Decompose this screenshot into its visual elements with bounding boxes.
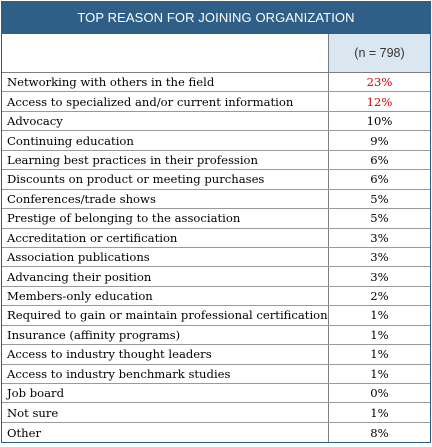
table-row: Access to specialized and/or current inf… <box>2 92 430 112</box>
table-row: Job board 0% <box>2 384 430 404</box>
row-value: 6% <box>370 172 389 187</box>
row-value: 1% <box>370 405 389 420</box>
row-value: 3% <box>370 230 389 245</box>
row-value: 23% <box>366 75 393 90</box>
row-value: 12% <box>366 94 393 109</box>
row-value: 5% <box>370 211 389 226</box>
row-value: 9% <box>370 133 389 148</box>
row-label: Advocacy <box>2 111 329 131</box>
row-label: Required to gain or maintain professiona… <box>2 306 329 325</box>
table-row: Advancing their position 3% <box>2 267 430 287</box>
row-value: 3% <box>370 269 389 284</box>
row-label: Networking with others in the field <box>2 73 329 92</box>
row-label: Other <box>2 422 329 443</box>
table-row: Access to industry benchmark studies 1% <box>2 364 430 384</box>
row-label: Conferences/trade shows <box>2 189 329 209</box>
row-label: Job board <box>2 384 329 403</box>
table-row: Insurance (affinity programs) 1% <box>2 325 430 346</box>
row-value: 1% <box>370 366 389 381</box>
row-value: 5% <box>370 191 389 206</box>
row-value: 10% <box>366 114 393 129</box>
table-row: Continuing education 9% <box>2 131 430 151</box>
row-label: Continuing education <box>2 131 329 150</box>
row-label: Members-only education <box>2 286 329 306</box>
row-value: 2% <box>370 289 389 304</box>
table-title: TOP REASON FOR JOINING ORGANIZATION <box>2 2 430 34</box>
row-label: Discounts on product or meeting purchase… <box>2 170 329 189</box>
row-value: 1% <box>370 347 389 362</box>
table-row: Prestige of belonging to the association… <box>2 209 430 229</box>
row-value: 3% <box>370 250 389 265</box>
table-row: Discounts on product or meeting purchase… <box>2 170 430 190</box>
row-label: Access to industry benchmark studies <box>2 364 329 383</box>
table-row: Other 8% <box>2 422 430 443</box>
sample-size-header: (n = 798) <box>329 34 430 72</box>
row-label: Not sure <box>2 403 329 422</box>
row-label: Association publications <box>2 247 329 267</box>
table-row: Conferences/trade shows 5% <box>2 189 430 210</box>
row-label: Access to specialized and/or current inf… <box>2 92 329 111</box>
table-row: Access to industry thought leaders 1% <box>2 345 430 365</box>
table-row: Networking with others in the field 23% <box>2 73 430 93</box>
row-value: 6% <box>370 152 389 167</box>
table-row: Association publications 3% <box>2 247 430 268</box>
table-row: Required to gain or maintain professiona… <box>2 306 430 326</box>
header-label-cell <box>2 34 329 72</box>
row-label: Access to industry thought leaders <box>2 345 329 364</box>
row-label: Advancing their position <box>2 267 329 286</box>
row-value: 0% <box>370 386 389 401</box>
row-label: Prestige of belonging to the association <box>2 209 329 228</box>
table-header: (n = 798) <box>2 34 430 73</box>
table-row: Not sure 1% <box>2 403 430 423</box>
row-value: 1% <box>370 308 389 323</box>
row-label: Accreditation or certification <box>2 228 329 247</box>
table-body: Networking with others in the field 23% Ac… <box>2 73 430 443</box>
row-label: Learning best practices in their profess… <box>2 150 329 170</box>
table-row: Members-only education 2% <box>2 286 430 307</box>
row-value: 8% <box>370 425 389 440</box>
row-value: 1% <box>370 327 389 342</box>
row-label: Insurance (affinity programs) <box>2 325 329 345</box>
table-row: Learning best practices in their profess… <box>2 150 430 171</box>
table-row: Accreditation or certification 3% <box>2 228 430 248</box>
table-row: Advocacy 10% <box>2 111 430 132</box>
